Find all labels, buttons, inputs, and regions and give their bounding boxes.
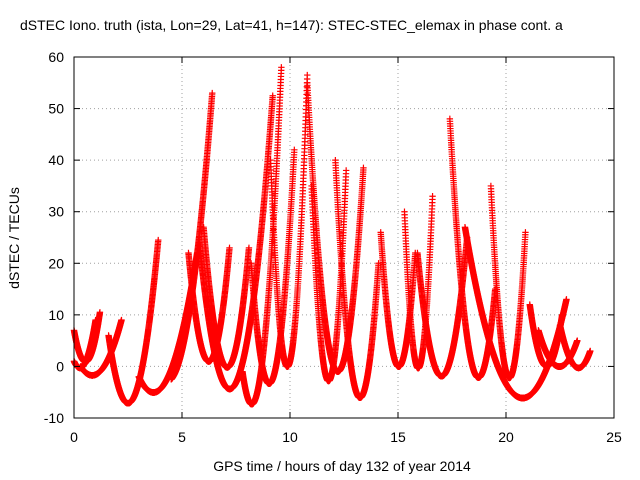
data-point <box>155 236 162 244</box>
data-point <box>278 64 285 71</box>
data-point <box>92 316 99 324</box>
arc-series <box>168 89 216 383</box>
data-point <box>118 316 125 324</box>
arc-series <box>77 316 125 379</box>
data-points <box>70 64 594 408</box>
data-point <box>342 167 350 174</box>
arc-series <box>105 236 162 407</box>
data-point <box>245 244 253 252</box>
data-point <box>96 309 104 316</box>
data-point <box>226 244 233 252</box>
data-point <box>304 71 311 79</box>
